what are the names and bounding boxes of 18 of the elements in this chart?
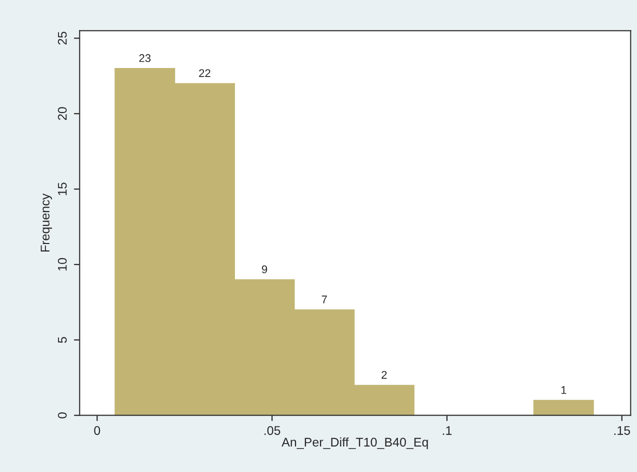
y-tick-label: 0 bbox=[58, 412, 67, 418]
y-tick-label: 15 bbox=[58, 182, 67, 196]
y-tick-label: 20 bbox=[58, 107, 67, 120]
data-label: 23 bbox=[139, 54, 151, 62]
y-axis-title: Frequency bbox=[40, 194, 52, 252]
data-label: 22 bbox=[199, 69, 210, 78]
x-tick-label: .1 bbox=[442, 426, 452, 435]
x-tick-label: .05 bbox=[264, 426, 280, 435]
data-label: 2 bbox=[382, 370, 387, 379]
x-axis-title: An_Per_Diff_T10_B40_Eq bbox=[282, 437, 428, 450]
y-tick-label: 5 bbox=[58, 336, 67, 343]
y-tick-label: 25 bbox=[58, 32, 67, 45]
x-tick-label: 0 bbox=[94, 426, 100, 435]
y-tick-label: 10 bbox=[58, 258, 67, 271]
data-label: 7 bbox=[322, 296, 327, 304]
data-label: 1 bbox=[561, 386, 566, 394]
data-label: 9 bbox=[262, 265, 268, 274]
x-tick-label: .15 bbox=[614, 426, 630, 435]
